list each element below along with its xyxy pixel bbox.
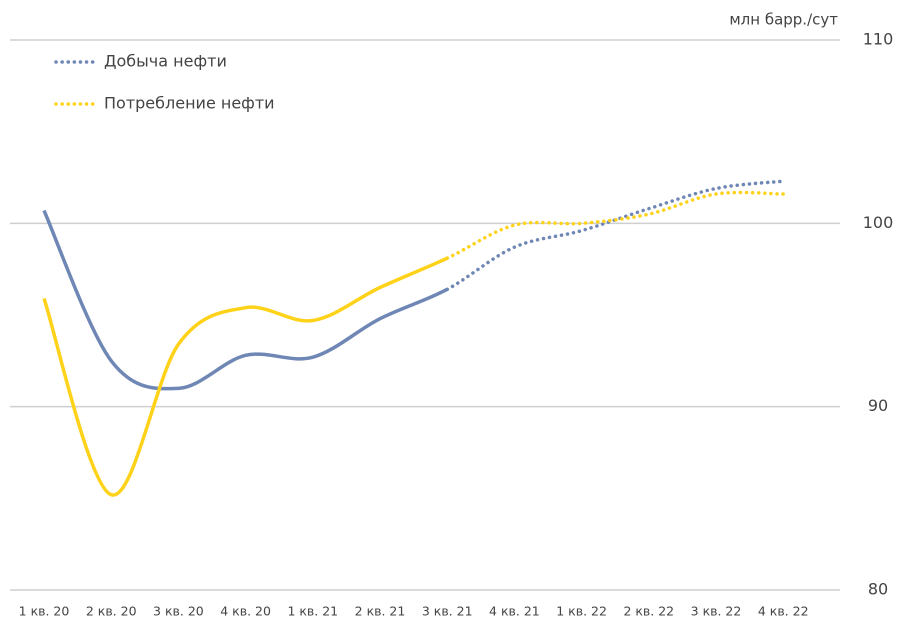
series-line <box>42 256 448 497</box>
forecast-line <box>445 179 785 292</box>
x-tick-label: 4 кв. 20 <box>220 604 271 619</box>
x-tick-label: 4 кв. 22 <box>758 604 809 619</box>
x-tick-label: 3 кв. 21 <box>422 604 473 619</box>
x-tick-label: 3 кв. 20 <box>153 604 204 619</box>
axis-unit: млн барр./сут <box>729 11 838 29</box>
x-tick-label: 1 кв. 21 <box>287 604 338 619</box>
x-tick-label: 2 кв. 21 <box>355 604 406 619</box>
series-line <box>42 209 449 391</box>
x-tick-label: 2 кв. 22 <box>623 604 674 619</box>
y-tick-label: 90 <box>868 396 888 415</box>
x-tick-label: 1 кв. 22 <box>556 604 607 619</box>
legend-label: Потребление нефти <box>104 94 275 113</box>
x-tick-label: 4 кв. 21 <box>489 604 540 619</box>
forecast-line <box>445 190 785 260</box>
y-tick-label: 100 <box>863 213 894 232</box>
x-tick-label: 1 кв. 20 <box>19 604 70 619</box>
x-tick-label: 3 кв. 22 <box>691 604 742 619</box>
legend-label: Добыча нефти <box>104 52 227 71</box>
x-tick-label: 2 кв. 20 <box>86 604 137 619</box>
y-tick-label: 80 <box>868 580 888 599</box>
y-tick-label: 110 <box>863 30 894 49</box>
